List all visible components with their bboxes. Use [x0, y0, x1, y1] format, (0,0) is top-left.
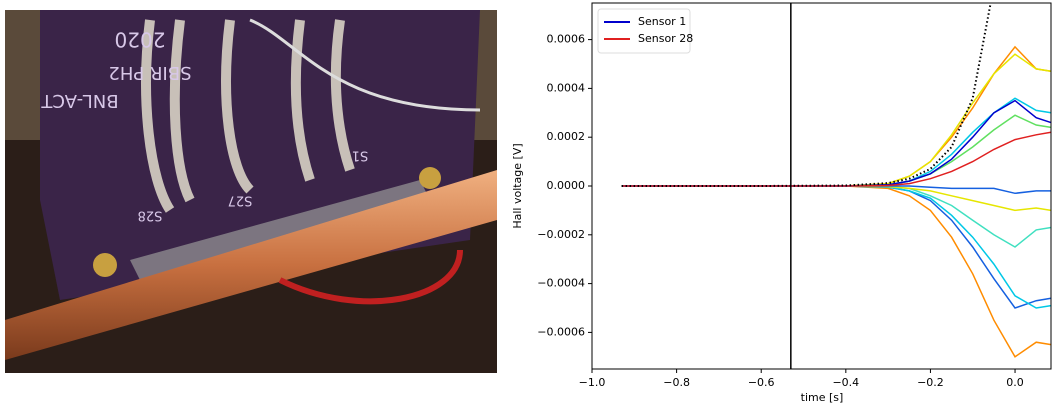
series-line	[621, 185, 1052, 248]
red-wire	[278, 249, 463, 305]
series-line	[621, 114, 1052, 187]
screw	[419, 167, 441, 189]
axes-frame	[591, 2, 1052, 370]
series-line	[621, 3, 992, 187]
board-text: BNL-ACT	[40, 90, 118, 111]
y-tick-label: 0.0006	[547, 33, 586, 46]
ribbon-cable	[141, 19, 355, 213]
y-tick-label: −0.0004	[537, 277, 585, 290]
x-tick-label: −0.2	[917, 376, 944, 389]
copper-rod	[5, 170, 497, 360]
x-axis-label: time [s]	[801, 391, 844, 404]
board-text: S28	[138, 208, 163, 223]
plot-area	[621, 3, 1052, 358]
board-labels: 2020 SBIR PH2 BNL-ACT S28 S27 S1	[40, 28, 368, 223]
x-tick-label: −0.6	[748, 376, 775, 389]
legend-box	[597, 8, 691, 54]
y-tick-label: 0.0002	[547, 130, 586, 143]
legend-label: Sensor 28	[638, 32, 693, 45]
board-text: S27	[228, 193, 253, 208]
screw	[93, 253, 117, 277]
board-text: SBIR PH2	[108, 62, 191, 83]
series-line	[621, 99, 1052, 187]
series-line	[621, 185, 1052, 212]
y-axis-label: Hall voltage [V]	[511, 143, 524, 228]
board-text: 2020	[115, 28, 166, 52]
series-line	[621, 97, 1052, 187]
spring	[130, 180, 430, 280]
x-tick-label: −0.8	[663, 376, 690, 389]
series-line	[621, 131, 1052, 187]
y-tick-label: 0.0000	[547, 179, 586, 192]
x-tick-label: 0.0	[1006, 376, 1024, 389]
chart: Hall voltage [V] time [s]	[511, 143, 843, 404]
series-line	[621, 45, 1052, 187]
y-tick-label: −0.0006	[537, 325, 585, 338]
series-line	[621, 185, 1052, 358]
x-tick-label: −0.4	[832, 376, 859, 389]
series-line	[621, 185, 1051, 195]
legend-label: Sensor 1	[638, 15, 686, 28]
y-tick-label: −0.0002	[537, 228, 585, 241]
photo: 2020 SBIR PH2 BNL-ACT S28 S27 S1	[5, 10, 497, 373]
wire	[249, 18, 481, 112]
x-tick-label: −1.0	[579, 376, 606, 389]
y-tick-label: 0.0004	[547, 81, 586, 94]
board-text: S1	[352, 148, 369, 163]
